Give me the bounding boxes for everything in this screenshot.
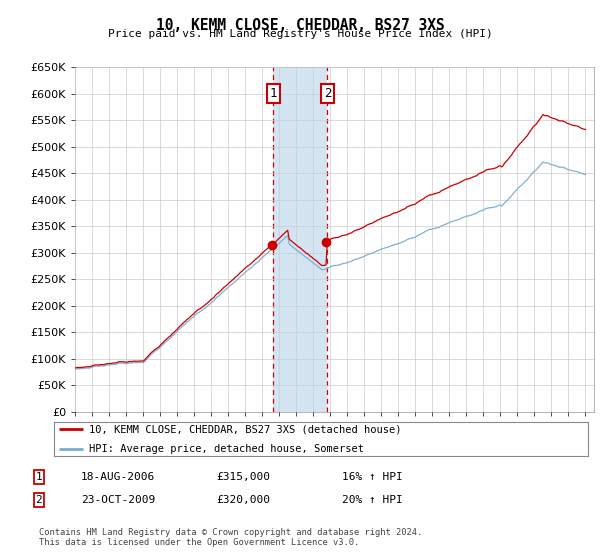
Text: 23-OCT-2009: 23-OCT-2009 bbox=[81, 494, 155, 505]
Text: £315,000: £315,000 bbox=[216, 472, 270, 482]
Text: 2: 2 bbox=[35, 494, 43, 505]
Text: 16% ↑ HPI: 16% ↑ HPI bbox=[342, 472, 403, 482]
Bar bbox=[273, 67, 326, 412]
Text: 10, KEMM CLOSE, CHEDDAR, BS27 3XS (detached house): 10, KEMM CLOSE, CHEDDAR, BS27 3XS (detac… bbox=[89, 424, 401, 435]
Text: 1: 1 bbox=[270, 87, 277, 100]
Text: £320,000: £320,000 bbox=[216, 494, 270, 505]
Text: HPI: Average price, detached house, Somerset: HPI: Average price, detached house, Some… bbox=[89, 444, 364, 454]
Text: 20% ↑ HPI: 20% ↑ HPI bbox=[342, 494, 403, 505]
Text: Contains HM Land Registry data © Crown copyright and database right 2024.
This d: Contains HM Land Registry data © Crown c… bbox=[39, 528, 422, 547]
Text: Price paid vs. HM Land Registry's House Price Index (HPI): Price paid vs. HM Land Registry's House … bbox=[107, 29, 493, 39]
Text: 10, KEMM CLOSE, CHEDDAR, BS27 3XS: 10, KEMM CLOSE, CHEDDAR, BS27 3XS bbox=[155, 18, 445, 33]
Text: 2: 2 bbox=[324, 87, 331, 100]
Text: 18-AUG-2006: 18-AUG-2006 bbox=[81, 472, 155, 482]
Text: 1: 1 bbox=[35, 472, 43, 482]
